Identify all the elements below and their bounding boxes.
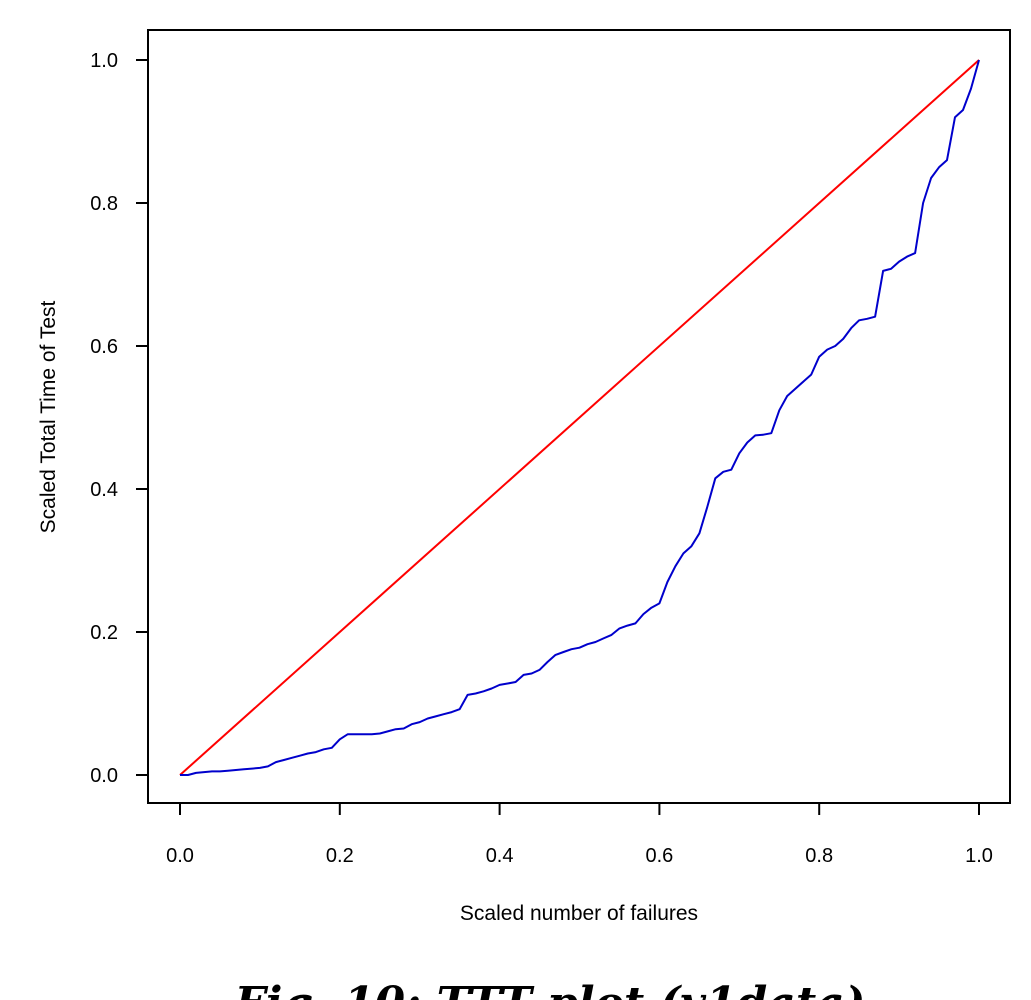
x-axis-title: Scaled number of failures <box>460 902 698 925</box>
ttt-curve <box>180 59 980 776</box>
y-tick-label: 0.8 <box>90 193 118 215</box>
x-tick-label: 0.6 <box>645 845 673 867</box>
series-layer <box>179 59 980 776</box>
x-tick-label: 0.2 <box>326 845 354 867</box>
y-axis-title: Scaled Total Time of Test <box>37 300 60 533</box>
y-axis: 0.0 0.2 0.4 0.6 0.8 1.0 <box>90 50 148 787</box>
x-tick-label: 0.4 <box>486 845 514 867</box>
y-tick-label: 0.2 <box>90 622 118 644</box>
x-tick-label: 1.0 <box>965 845 993 867</box>
y-tick-label: 1.0 <box>90 50 118 72</box>
y-tick-label: 0.6 <box>90 336 118 358</box>
y-tick-label: 0.0 <box>90 765 118 787</box>
x-tick-label: 0.8 <box>805 845 833 867</box>
reference-line <box>179 59 980 776</box>
x-tick-label: 0.0 <box>166 845 194 867</box>
x-axis: 0.0 0.2 0.4 0.6 0.8 1.0 <box>166 803 993 867</box>
figure-caption: Fig. 10: TTT plot (v1data) <box>233 978 866 1000</box>
plot-frame <box>147 29 1011 804</box>
y-tick-label: 0.4 <box>90 479 118 501</box>
